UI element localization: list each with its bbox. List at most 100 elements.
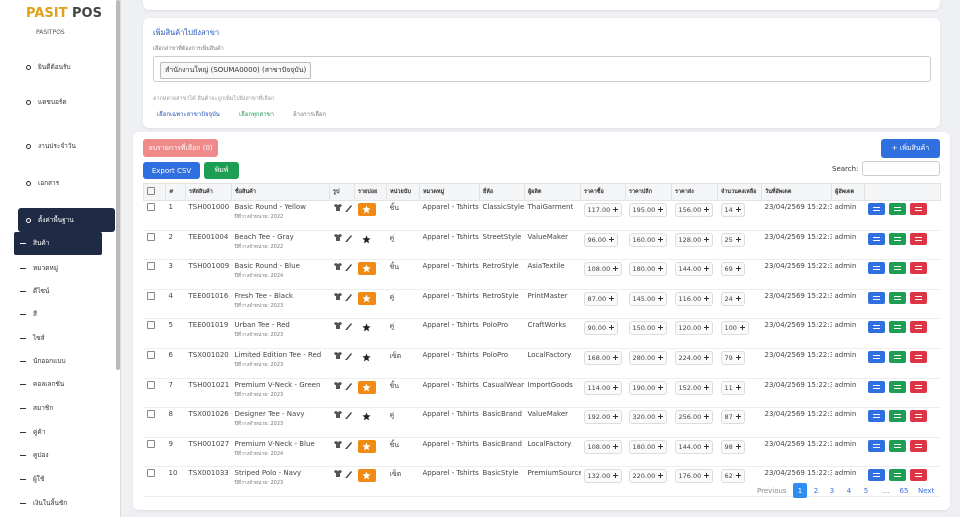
branch-action[interactable]: ล้างการเลือก	[293, 111, 327, 118]
cell-featured[interactable]	[354, 289, 387, 320]
price-box[interactable]: 156.00	[674, 203, 714, 217]
cell-featured[interactable]	[354, 200, 387, 231]
menu-item[interactable]: คู่ค้า	[20, 427, 45, 437]
cell-featured[interactable]	[354, 318, 387, 349]
price-box[interactable]: 69	[720, 262, 745, 277]
row-checkbox[interactable]	[143, 348, 166, 379]
featured-off[interactable]	[358, 321, 375, 336]
price-box[interactable]: 190.00	[628, 380, 668, 395]
checkbox[interactable]	[146, 232, 155, 241]
price-box[interactable]: 320.00	[628, 410, 668, 425]
delete-button[interactable]	[909, 232, 927, 245]
featured-on[interactable]	[357, 469, 376, 483]
edit-button[interactable]	[888, 291, 906, 304]
branch-action[interactable]: เลือกเฉพาะสาขาปัจจุบัน	[157, 111, 220, 118]
column-header[interactable]: หน่วยนับ	[386, 183, 420, 201]
checkbox[interactable]	[146, 203, 155, 211]
featured-on[interactable]	[357, 291, 376, 305]
page-link[interactable]: 2	[813, 486, 819, 495]
price-box[interactable]: 180.00	[628, 439, 668, 454]
edit-button[interactable]	[888, 350, 906, 363]
delete-button[interactable]	[909, 350, 927, 363]
view-button[interactable]	[867, 321, 885, 334]
price-box[interactable]: 150.00	[628, 321, 668, 336]
delete-button[interactable]	[909, 262, 927, 275]
row-checkbox[interactable]	[143, 259, 166, 290]
featured-off[interactable]	[358, 233, 375, 248]
add-product[interactable]: + เพิ่มสินค้า	[881, 139, 940, 158]
price-box[interactable]: 87	[720, 410, 745, 425]
price-box[interactable]: 144.00	[674, 262, 714, 277]
cell-featured[interactable]	[354, 259, 387, 290]
menu-item[interactable]: สินค้า	[20, 238, 49, 248]
edit-button[interactable]	[888, 439, 906, 452]
search-input[interactable]	[862, 161, 940, 176]
price-box[interactable]: 128.00	[674, 232, 714, 247]
row-checkbox[interactable]	[143, 407, 166, 438]
price-box[interactable]: 280.00	[628, 350, 668, 365]
price-box[interactable]: 11	[720, 380, 745, 395]
image-icons[interactable]	[333, 469, 353, 479]
menu-item[interactable]: คอลเลกชัน	[20, 379, 64, 389]
view-button[interactable]	[867, 350, 885, 363]
price-box[interactable]: 62	[720, 469, 745, 484]
view-button[interactable]	[867, 469, 885, 482]
view-button[interactable]	[867, 232, 885, 245]
checkbox[interactable]	[146, 350, 155, 359]
price-box[interactable]: 176.00	[674, 469, 714, 484]
price-box[interactable]: 116.00	[674, 291, 714, 306]
view-button[interactable]	[867, 262, 885, 275]
column-header[interactable]: รหัสสินค้า	[185, 183, 232, 201]
column-header[interactable]: วันที่อัพเดต	[761, 183, 832, 201]
image-icons[interactable]	[333, 292, 353, 301]
featured-on[interactable]	[357, 262, 376, 276]
price-box[interactable]: 87.00	[583, 291, 619, 306]
column-header[interactable]: ชื่อสินค้า	[231, 183, 330, 201]
featured-off[interactable]	[358, 351, 375, 366]
edit-button[interactable]	[888, 203, 906, 215]
checkbox[interactable]	[146, 380, 155, 389]
price-box[interactable]: 180.00	[628, 262, 668, 277]
price-box[interactable]: 96.00	[583, 232, 619, 247]
price-box[interactable]: 220.00	[628, 469, 668, 484]
price-box[interactable]: 79	[720, 350, 745, 365]
image-icons[interactable]	[333, 410, 353, 420]
page-next[interactable]: Next	[918, 486, 935, 495]
menu-item[interactable]: นักออกแบบ	[20, 356, 66, 366]
row-checkbox[interactable]	[143, 200, 166, 231]
image-icons[interactable]	[333, 321, 353, 331]
column-header[interactable]: หมวดหมู่	[419, 183, 480, 201]
edit-button[interactable]	[888, 262, 906, 275]
price-box[interactable]: 24	[720, 291, 745, 306]
menu-item[interactable]: ยินดีต้อนรับ	[26, 62, 71, 72]
view-button[interactable]	[867, 380, 885, 393]
image-icons[interactable]	[333, 203, 353, 212]
image-icons[interactable]	[333, 233, 353, 242]
row-checkbox[interactable]	[143, 466, 166, 497]
edit-button[interactable]	[888, 232, 906, 245]
view-button[interactable]	[867, 439, 885, 452]
page-link[interactable]: 65	[899, 486, 909, 495]
column-header[interactable]: ราคาซื้อ	[580, 183, 626, 201]
export-csv[interactable]: Export CSV	[143, 162, 200, 179]
row-checkbox[interactable]	[143, 378, 166, 409]
column-header[interactable]: ราคาปลีก	[625, 183, 672, 201]
menu-item[interactable]: ผู้ใช้	[20, 474, 44, 484]
image-icons[interactable]	[333, 262, 353, 272]
price-box[interactable]: 90.00	[583, 321, 619, 336]
price-box[interactable]: 120.00	[674, 321, 714, 336]
price-box[interactable]: 152.00	[674, 380, 714, 395]
column-header[interactable]: ยี่ห้อ	[479, 183, 525, 201]
page-link[interactable]: 5	[863, 486, 869, 495]
price-box[interactable]: 25	[720, 232, 745, 247]
menu-item[interactable]: ไซส์	[20, 333, 45, 343]
price-box[interactable]: 14	[720, 203, 745, 217]
menu-item[interactable]: สมาชิก	[20, 403, 53, 413]
cell-featured[interactable]	[354, 466, 387, 497]
image-icons[interactable]	[333, 440, 353, 449]
price-box[interactable]: 224.00	[674, 350, 714, 365]
view-button[interactable]	[867, 291, 885, 304]
image-icons[interactable]	[333, 351, 353, 360]
column-header[interactable]: รูป	[329, 183, 355, 201]
menu-item[interactable]: สี	[20, 309, 37, 319]
